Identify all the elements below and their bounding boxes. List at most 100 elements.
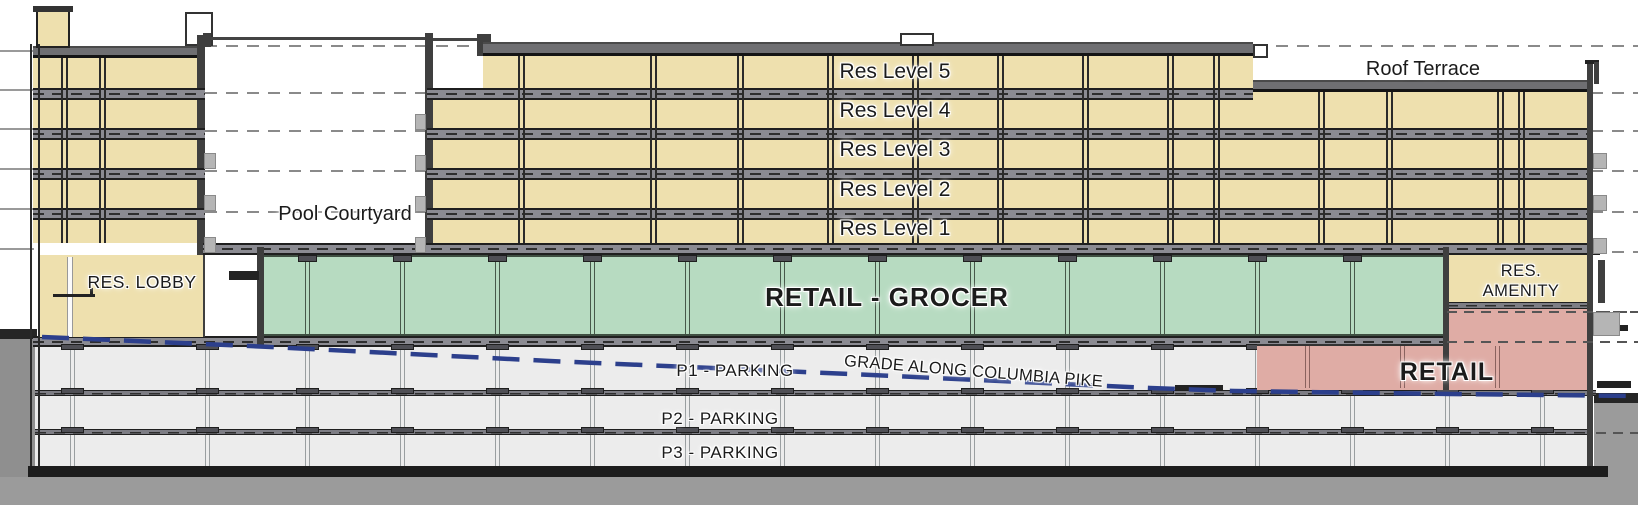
floor-label-res-level-4: Res Level 4 — [839, 99, 951, 122]
parking-column-cap — [296, 427, 319, 433]
setback-terrace-line — [433, 38, 483, 41]
parking-column-cap — [961, 427, 984, 433]
terrace-parapet-post — [1594, 62, 1599, 84]
right-lower-canopy — [1597, 381, 1631, 388]
tower-floor-slab — [33, 88, 205, 100]
bulkhead-cap — [33, 6, 73, 12]
terrace-parapet-cap — [1585, 60, 1599, 64]
retail-grocer-label: RETAIL - GROCER — [765, 282, 1009, 312]
res-amenity-area — [1447, 255, 1587, 302]
datum-line-left — [0, 50, 34, 52]
parking-column-cap — [581, 427, 604, 433]
res-amenity-line2: AMENITY — [1482, 282, 1560, 300]
parking-column — [305, 347, 310, 466]
parking-column — [70, 347, 75, 466]
parking-column-cap — [61, 427, 84, 433]
parking-column — [1160, 347, 1165, 466]
grocer-column — [1065, 257, 1070, 334]
window-mullion — [997, 56, 1004, 243]
parking-column — [1350, 347, 1355, 466]
floor-slab-l2 — [427, 208, 1592, 220]
parking-column-cap — [771, 388, 794, 394]
parking-column-cap — [676, 344, 699, 350]
floor-slab-l3 — [427, 168, 1592, 180]
tower-roof-slab — [33, 46, 205, 58]
balcony-stub — [415, 196, 426, 212]
parking-column — [1445, 347, 1450, 466]
parking-column — [590, 347, 595, 466]
parking-column-cap — [1151, 388, 1174, 394]
res-lobby-label: RES. LOBBY — [87, 272, 197, 292]
parking-column — [1255, 347, 1260, 466]
parking-column-cap — [61, 388, 84, 394]
floor-slab-l5 — [427, 88, 1253, 100]
grocer-column — [970, 257, 975, 334]
parking-column — [1065, 347, 1070, 466]
parking-column-cap — [1151, 427, 1174, 433]
roof-terrace-slab — [1253, 80, 1592, 92]
level-gridline-right — [1447, 341, 1638, 343]
ground-floor-slab — [203, 243, 1600, 255]
floor-label-res-level-3: Res Level 3 — [839, 138, 951, 161]
window-mullion — [912, 56, 919, 243]
grocer-column-cap — [1343, 255, 1362, 262]
window-mullion — [737, 56, 744, 243]
floor-label-res-level-5: Res Level 5 — [839, 60, 951, 83]
courtyard-left-parapet — [203, 33, 211, 47]
parking-label-p2: P2 - PARKING — [661, 409, 779, 428]
parking-column — [1540, 347, 1545, 466]
window-mullion — [1386, 92, 1393, 243]
floor-label-res-level-1: Res Level 1 — [839, 217, 951, 240]
parking-column-cap — [391, 427, 414, 433]
parking-column-cap — [1056, 344, 1079, 350]
grocer-entry-canopy — [229, 271, 259, 280]
tower-window-mullion — [99, 58, 106, 243]
level-gridline-right — [1447, 311, 1638, 313]
grocer-column-cap — [393, 255, 412, 262]
parking-column-cap — [486, 427, 509, 433]
parking-column-cap — [866, 344, 889, 350]
parking-column — [970, 347, 975, 466]
grocer-column-cap — [488, 255, 507, 262]
tower-window-mullion — [61, 58, 68, 243]
grocer-column — [875, 257, 880, 334]
parking-column-cap — [771, 344, 794, 350]
parking-column-cap — [296, 344, 319, 350]
datum-line-left — [0, 208, 34, 210]
courtyard-roof-line — [203, 37, 433, 40]
datum-line-left — [0, 89, 34, 91]
grocer-column-cap — [963, 255, 982, 262]
parking-column — [400, 347, 405, 466]
parking-column-cap — [1436, 427, 1459, 433]
right-entry-vestibule — [1593, 312, 1620, 336]
tower-left-wall — [30, 44, 40, 466]
main-roof-slab — [483, 42, 1253, 56]
datum-line-left — [0, 168, 34, 170]
window-mullion — [518, 56, 525, 243]
grocer-column-cap — [868, 255, 887, 262]
lobby-door-marker — [53, 294, 95, 297]
tower-floor-slab — [33, 128, 205, 140]
floor-slab-l4 — [427, 128, 1592, 140]
window-mullion — [1167, 56, 1174, 243]
balcony-stub — [1593, 238, 1607, 254]
window-mullion — [1518, 92, 1525, 243]
roof-access-notch — [900, 33, 934, 46]
parking-p1-ceiling-slab — [33, 336, 1447, 347]
tower-floor-slab — [33, 208, 205, 220]
grocer-column-cap — [1153, 255, 1172, 262]
tower-right-wall — [197, 35, 205, 337]
courtyard-right-wall — [425, 33, 433, 255]
parking-column-cap — [391, 388, 414, 394]
parking-label-p1: P1 - PARKING — [676, 361, 794, 380]
retail-label: RETAIL — [1399, 358, 1495, 386]
roof-step-notch — [1253, 44, 1268, 58]
parking-column — [495, 347, 500, 466]
grocer-column-cap — [1248, 255, 1267, 262]
retail-column — [1305, 346, 1310, 388]
balcony-stub — [415, 155, 426, 171]
balcony-stub — [1593, 195, 1607, 211]
balcony-stub — [204, 195, 216, 211]
window-mullion — [1497, 92, 1504, 243]
